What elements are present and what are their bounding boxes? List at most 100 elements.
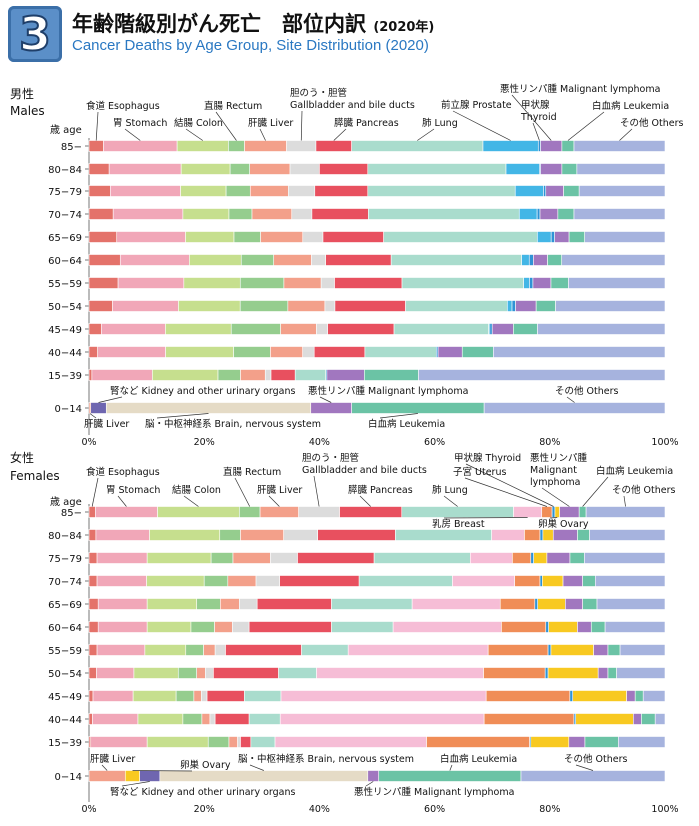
female-annotation-pointer [359,495,371,507]
female-annotation: Gallbladder and bile ducts [302,465,427,476]
female-bar-segment [239,506,261,518]
male-bar-segment [273,254,312,266]
female-annotation: 腎など Kidney and other urinary organs [110,787,296,798]
male-bar-segment [180,185,227,197]
female-bar-segment [248,713,281,725]
male-row-label: 40−44 [48,348,82,359]
female-bar-segment [331,598,413,610]
female-bar-segment [97,598,148,610]
female-bar-segment [280,690,487,702]
male-bar-segment [393,323,489,335]
male-bar-segment [217,369,241,381]
male-bar-segment [437,346,463,358]
male-bar-segment [528,254,534,266]
female-annotation-pointer [449,764,453,771]
male-bar-segment [88,277,119,289]
female-bar-segment [487,644,549,656]
male-bar-segment [405,300,508,312]
female-bar-segment [301,644,349,656]
male-bar-segment [537,323,666,335]
female-bar-segment [426,736,530,748]
female-bar-segment [539,575,543,587]
male-bar-segment [547,254,563,266]
male-bar-segment [240,369,266,381]
male-bar-segment [514,185,544,197]
male-bar-segment [233,231,261,243]
male-bar-segment [88,140,104,152]
female-bar-segment [201,690,208,702]
female-age-axis-label: 歳 age [50,496,82,508]
female-annotation: その他 Others [612,484,675,496]
female-bar-segment [331,621,394,633]
female-annotation: Malignant [530,465,577,476]
male-bar-segment [573,140,666,152]
female-bar-segment [214,713,250,725]
female-bar-segment [604,621,666,633]
male-bar-segment [540,163,563,175]
female-bar-segment [619,644,666,656]
male-annotation-pointer [259,128,266,141]
male-bar-segment [270,369,296,381]
female-bar-segment [634,690,644,702]
female-bar-segment [205,667,214,679]
female-bar-segment [584,736,619,748]
female-annotation-pointer [91,477,99,507]
male-annotation-pointer [532,122,540,141]
male-bar-segment [315,140,352,152]
female-bar-segment [88,598,99,610]
male-bar-segment [287,185,316,197]
female-bar-segment [190,621,215,633]
male-bar-segment [176,140,229,152]
female-bar-segment [546,552,571,564]
female-bar-segment [547,644,552,656]
female-bar-segment [214,621,233,633]
male-bar-segment [270,346,304,358]
female-bar-segment [92,690,134,702]
male-bar-segment [550,231,555,243]
female-bar-segment [514,575,541,587]
male-row-label: 65−69 [48,233,82,244]
male-age-axis-label: 歳 age [50,124,82,136]
female-bar-segment [240,736,252,748]
male-bar-segment [563,185,580,197]
female-bar-segment [577,621,592,633]
female-bar-segment [137,713,184,725]
female-bar-segment [193,690,202,702]
female-annotation: 肝臓 Liver [90,754,135,765]
female-bar-segment [358,575,453,587]
male-bar-segment [324,300,336,312]
male-bar-segment [383,231,538,243]
female-bar-segment [367,770,380,782]
female-bar-segment [97,621,148,633]
female-row-label: 65−69 [48,600,82,611]
male-bar-segment [302,231,324,243]
female-bar-segment [146,621,192,633]
female-annotation: 膵臓 Pancreas [348,485,413,496]
male-bar-segment [390,254,522,266]
female-bar-segment [207,736,230,748]
female-bar-segment [196,598,221,610]
male-bar-segment [228,208,253,220]
female-bar-segment [278,667,317,679]
male-bar-segment [264,369,272,381]
male-annotation: 肝臓 Liver [84,419,129,430]
female-bar-segment [530,552,534,564]
female-bar-segment [96,644,146,656]
female-bar-segment [616,667,666,679]
female-bar-segment [552,529,578,541]
female-bar-segment [585,506,666,518]
male-panel-label-en: Males [10,104,45,118]
female-bar-segment [250,736,276,748]
female-bar-segment [544,667,549,679]
female-annotation-pointer [549,517,558,519]
female-bar-segment [594,575,666,587]
female-bar-segment [244,690,282,702]
female-bar-segment [283,529,318,541]
female-annotation: 直腸 Rectum [223,466,281,478]
female-bar-segment [144,644,187,656]
female-x-tick-label: 80% [539,804,560,815]
female-annotation-pointer [132,770,193,772]
male-bar-segment [540,140,563,152]
male-bar-segment [535,300,556,312]
male-bar-segment [183,277,241,289]
